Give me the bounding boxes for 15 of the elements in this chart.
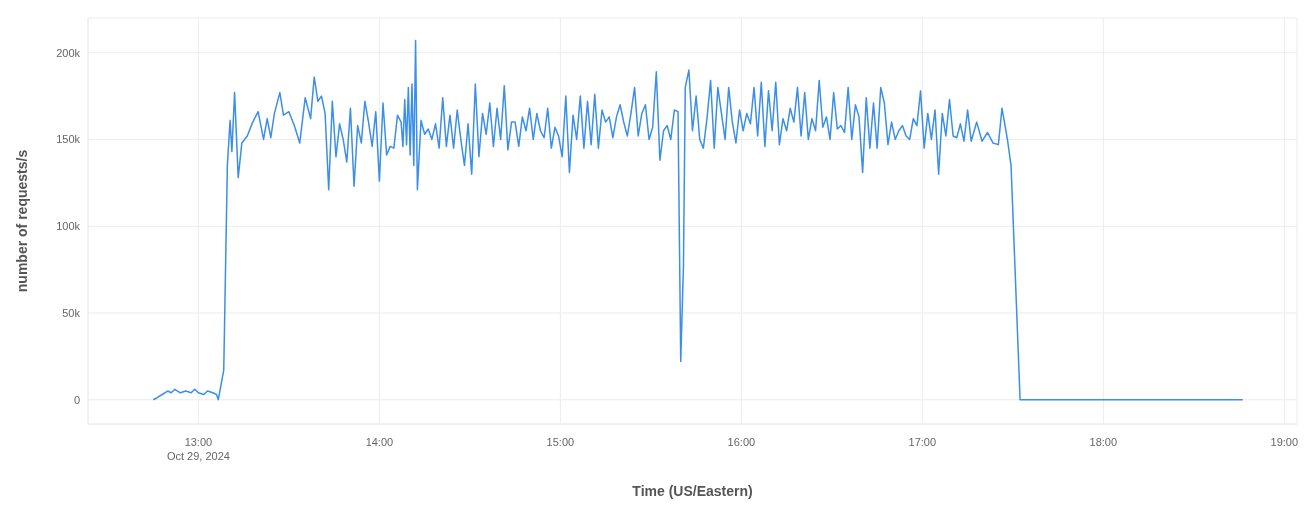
x-tick-label: 15:00 (546, 436, 575, 448)
x-tick-label: 18:00 (1089, 436, 1118, 448)
x-tick-label: 14:00 (365, 436, 394, 448)
x-tick-label: 13:00 Oct 29, 2024 (166, 436, 230, 462)
y-tick-label: 150k (56, 133, 81, 146)
y-tick-label: 0 (73, 393, 80, 406)
line-series (152, 39, 1244, 401)
x-tick-label: 17:00 (908, 436, 937, 448)
y-tick-label: 100k (56, 220, 81, 233)
y-axis-title: number of requests/s (13, 149, 30, 293)
x-axis-title: Time (US/Eastern) (632, 483, 753, 499)
y-tick-label: 200k (56, 46, 81, 59)
y-tick-label: 50k (62, 306, 81, 319)
x-tick-label: 16:00 (727, 436, 756, 448)
x-tick-label: 19:00 (1270, 436, 1299, 448)
